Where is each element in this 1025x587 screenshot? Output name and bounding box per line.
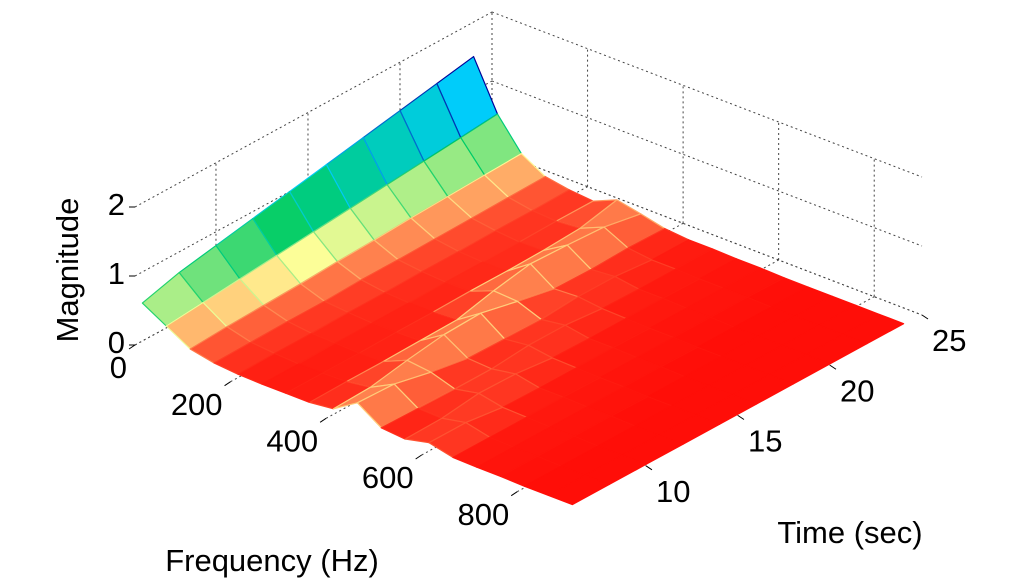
x-tick: [224, 381, 231, 387]
x-tick-label: 400: [266, 424, 318, 459]
surface-cell: [547, 474, 610, 506]
y-axis-label: Time (sec): [777, 515, 922, 550]
y-tick: [737, 415, 745, 420]
y-tick-label: 10: [656, 474, 690, 509]
x-tick-label: 600: [362, 460, 414, 495]
x-tick: [415, 454, 422, 460]
grid-line: [491, 149, 923, 316]
x-tick-label: 200: [171, 387, 223, 422]
y-tick: [921, 314, 929, 320]
x-tick: [319, 417, 327, 423]
z-tick-label: 1: [108, 256, 125, 291]
x-tick-label: 0: [110, 350, 127, 385]
grid-line: [491, 11, 923, 178]
z-axis-label: Magnitude: [50, 198, 85, 343]
x-tick: [510, 491, 518, 497]
y-tick-label: 20: [840, 373, 874, 408]
x-tick-label: 800: [457, 497, 509, 532]
x-axis-label: Frequency (Hz): [165, 543, 379, 578]
z-tick-label: 2: [108, 187, 125, 222]
y-tick: [829, 364, 837, 370]
y-tick-label: 15: [748, 424, 782, 459]
x-tick: [128, 344, 136, 350]
y-tick-label: 25: [932, 323, 966, 358]
y-tick: [645, 465, 653, 471]
z-tick-label: 0: [108, 325, 125, 360]
grid-line: [491, 80, 923, 247]
